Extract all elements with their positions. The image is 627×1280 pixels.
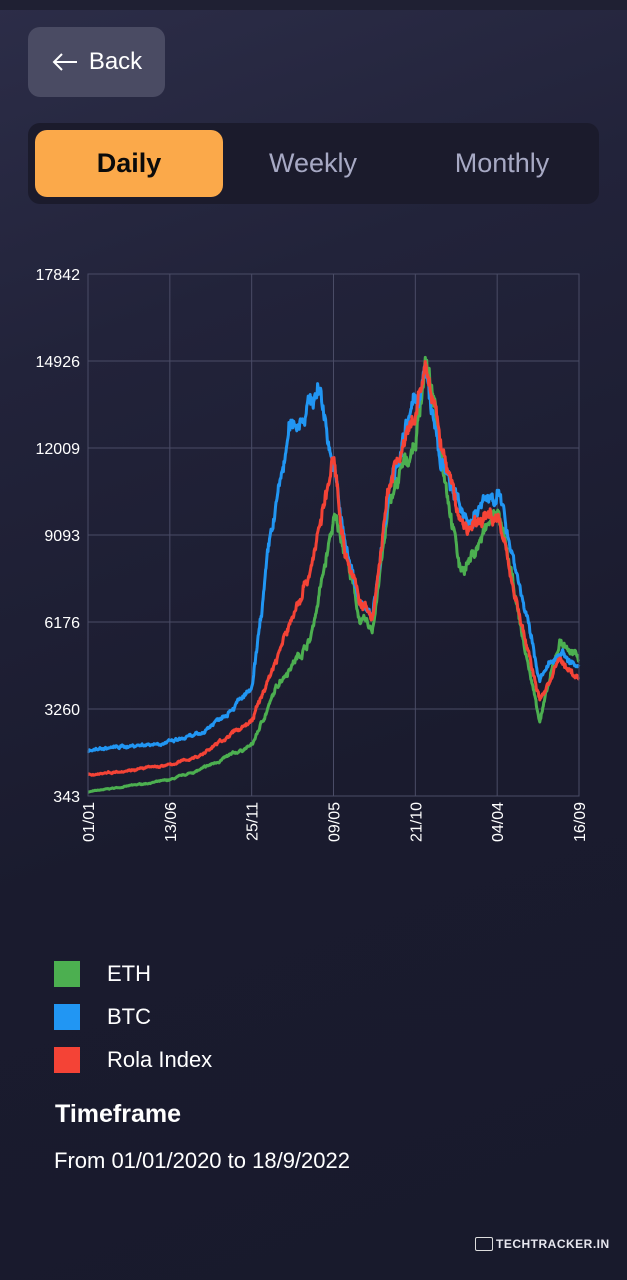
timeframe-text: From 01/01/2020 to 18/9/2022 [54,1148,350,1173]
plot-border [87,273,580,797]
status-bar [0,0,627,10]
legend-label: Rola Index [107,1046,213,1072]
y-tick-label: 3260 [44,702,80,719]
legend-item-rola: Rola Index [54,1038,212,1081]
x-tick-label: 21/10 [408,802,425,842]
legend-item-eth: ETH [54,952,212,995]
x-tick-label: 13/06 [163,802,180,842]
legend-item-btc: BTC [54,995,212,1038]
watermark: TechTracker.in [475,1237,610,1251]
line-chart: 343 3260 6176 9093 12009 14926 17842 01/01 13/06… [36,267,590,842]
legend-label: ETH [107,960,151,986]
eth-swatch [54,960,80,987]
tab-daily[interactable]: Daily [35,130,223,197]
y-tick-label: 14926 [36,354,81,371]
x-tick-label: 04/04 [490,802,507,842]
x-tick-label: 25/11 [245,802,262,841]
x-tick-label: 16/09 [572,802,589,842]
y-tick-label: 6176 [44,615,80,632]
legend-label: BTC [107,1003,151,1029]
rola-swatch [54,1046,80,1073]
timeframe-tabs: Daily Weekly Monthly [28,123,599,204]
timeframe-heading: Timeframe [55,1100,181,1128]
series-line-btc [86,365,581,754]
watermark-text: TechTracker.in [496,1237,610,1251]
back-label: Back [88,48,143,75]
arrow-left-icon [52,53,77,71]
back-button[interactable]: Back [28,27,165,97]
x-tick-label: 09/05 [327,802,344,842]
btc-swatch [54,1003,80,1030]
tab-weekly[interactable]: Weekly [268,148,358,178]
series-line-rola-index [87,360,580,777]
y-tick-label: 17842 [36,267,81,284]
series-line-eth [87,355,580,794]
x-tick-label: 01/01 [81,802,98,842]
y-tick-label: 12009 [36,441,81,458]
y-tick-label: 9093 [44,528,80,545]
y-tick-label: 343 [53,789,80,806]
legend: ETH BTC Rola Index [54,952,212,1081]
tab-monthly[interactable]: Monthly [454,148,550,178]
browser-icon [475,1237,493,1251]
